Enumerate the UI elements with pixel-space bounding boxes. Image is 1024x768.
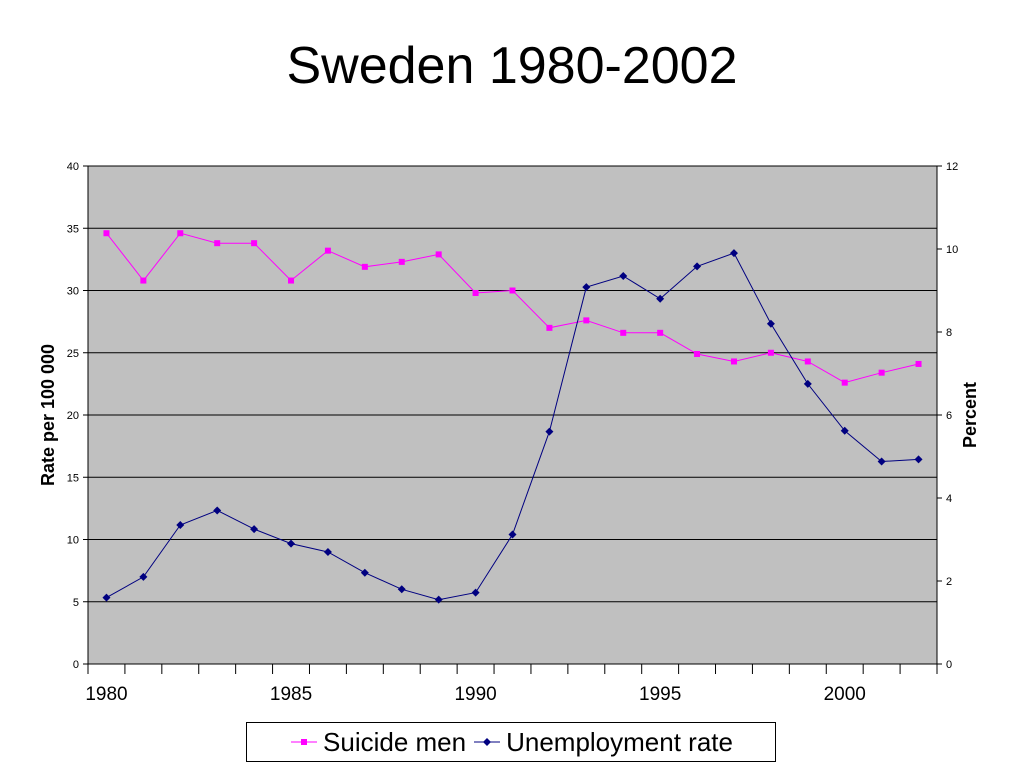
y2-axis-label: Percent — [960, 382, 980, 448]
point-suicide-men-1989 — [435, 251, 442, 258]
point-suicide-men-1980 — [103, 230, 110, 237]
point-unemployment-rate-1982 — [176, 520, 185, 529]
y2-tick-label-6: 6 — [946, 410, 952, 422]
point-unemployment-rate-1991 — [508, 530, 517, 539]
y-tick-label-20: 20 — [67, 410, 79, 422]
legend-swatch-suicide-men — [291, 739, 318, 745]
point-suicide-men-1999 — [804, 358, 811, 365]
legend-label-suicide-men: Suicide men — [323, 726, 467, 757]
legend-entry-suicide-men: Suicide men — [289, 727, 466, 758]
point-unemployment-rate-1990 — [471, 588, 480, 597]
x-tick-label-2000: 2000 — [824, 684, 866, 705]
y2-tick-label-2: 2 — [946, 576, 952, 588]
y2-tick-label-4: 4 — [946, 493, 952, 505]
point-suicide-men-1990 — [472, 289, 479, 296]
legend-label-unemployment-rate: Unemployment rate — [506, 726, 733, 757]
point-unemployment-rate-1980 — [102, 593, 111, 602]
point-suicide-men-1997 — [730, 358, 737, 365]
point-unemployment-rate-1998 — [766, 319, 775, 328]
point-unemployment-rate-1993 — [582, 283, 591, 292]
y2-tick-label-8: 8 — [946, 327, 952, 339]
point-unemployment-rate-2001 — [877, 457, 886, 466]
x-tick-label-1990: 1990 — [454, 684, 496, 705]
point-suicide-men-2000 — [841, 379, 848, 386]
y-tick-label-35: 35 — [67, 223, 79, 235]
point-suicide-men-1993 — [583, 317, 590, 324]
y-tick-label-10: 10 — [67, 535, 79, 547]
point-suicide-men-2002 — [915, 360, 922, 367]
point-unemployment-rate-1988 — [397, 585, 406, 594]
point-suicide-men-1992 — [546, 324, 553, 331]
point-suicide-men-1986 — [324, 247, 331, 254]
point-suicide-men-1982 — [177, 230, 184, 237]
y-axis-label: Rate per 100 000 — [38, 344, 58, 486]
point-unemployment-rate-1999 — [803, 379, 812, 388]
point-unemployment-rate-1992 — [545, 427, 554, 436]
point-unemployment-rate-1986 — [323, 547, 332, 556]
point-unemployment-rate-1983 — [213, 506, 222, 515]
point-unemployment-rate-1996 — [693, 262, 702, 271]
point-suicide-men-2001 — [878, 369, 885, 376]
y-tick-label-5: 5 — [73, 597, 79, 609]
point-unemployment-rate-1987 — [360, 568, 369, 577]
point-suicide-men-1996 — [694, 350, 701, 357]
y-tick-label-30: 30 — [67, 286, 79, 298]
y-tick-label-25: 25 — [67, 348, 79, 360]
point-suicide-men-1984 — [251, 240, 258, 247]
point-suicide-men-1983 — [214, 240, 221, 247]
point-unemployment-rate-1997 — [729, 249, 738, 258]
point-suicide-men-1985 — [288, 277, 295, 284]
point-suicide-men-1981 — [140, 277, 147, 284]
point-unemployment-rate-1995 — [656, 294, 665, 303]
point-suicide-men-1987 — [361, 263, 368, 270]
point-suicide-men-1995 — [657, 329, 664, 336]
point-suicide-men-1988 — [398, 258, 405, 265]
chart-title: Sweden 1980-2002 — [286, 37, 738, 95]
point-unemployment-rate-1981 — [139, 572, 148, 581]
y-tick-label-40: 40 — [67, 161, 79, 173]
x-tick-label-1995: 1995 — [639, 684, 681, 705]
y2-tick-label-12: 12 — [946, 161, 958, 173]
point-suicide-men-1998 — [767, 349, 774, 356]
y-tick-label-15: 15 — [67, 472, 79, 484]
point-suicide-men-1994 — [620, 329, 627, 336]
point-unemployment-rate-2002 — [914, 455, 923, 464]
x-tick-label-1985: 1985 — [270, 684, 312, 705]
legend: Suicide men Unemployment rate — [246, 722, 776, 762]
point-unemployment-rate-2000 — [840, 426, 849, 435]
point-unemployment-rate-1994 — [619, 271, 628, 280]
point-unemployment-rate-1985 — [287, 539, 296, 548]
legend-swatch-unemployment-rate — [474, 738, 501, 746]
legend-entry-unemployment-rate: Unemployment rate — [472, 727, 733, 758]
y-tick-label-0: 0 — [73, 659, 79, 671]
point-unemployment-rate-1984 — [250, 525, 259, 534]
x-tick-label-1980: 1980 — [85, 684, 127, 705]
y2-tick-label-0: 0 — [946, 659, 952, 671]
point-suicide-men-1991 — [509, 287, 516, 294]
y2-tick-label-10: 10 — [946, 244, 958, 256]
point-unemployment-rate-1989 — [434, 595, 443, 604]
